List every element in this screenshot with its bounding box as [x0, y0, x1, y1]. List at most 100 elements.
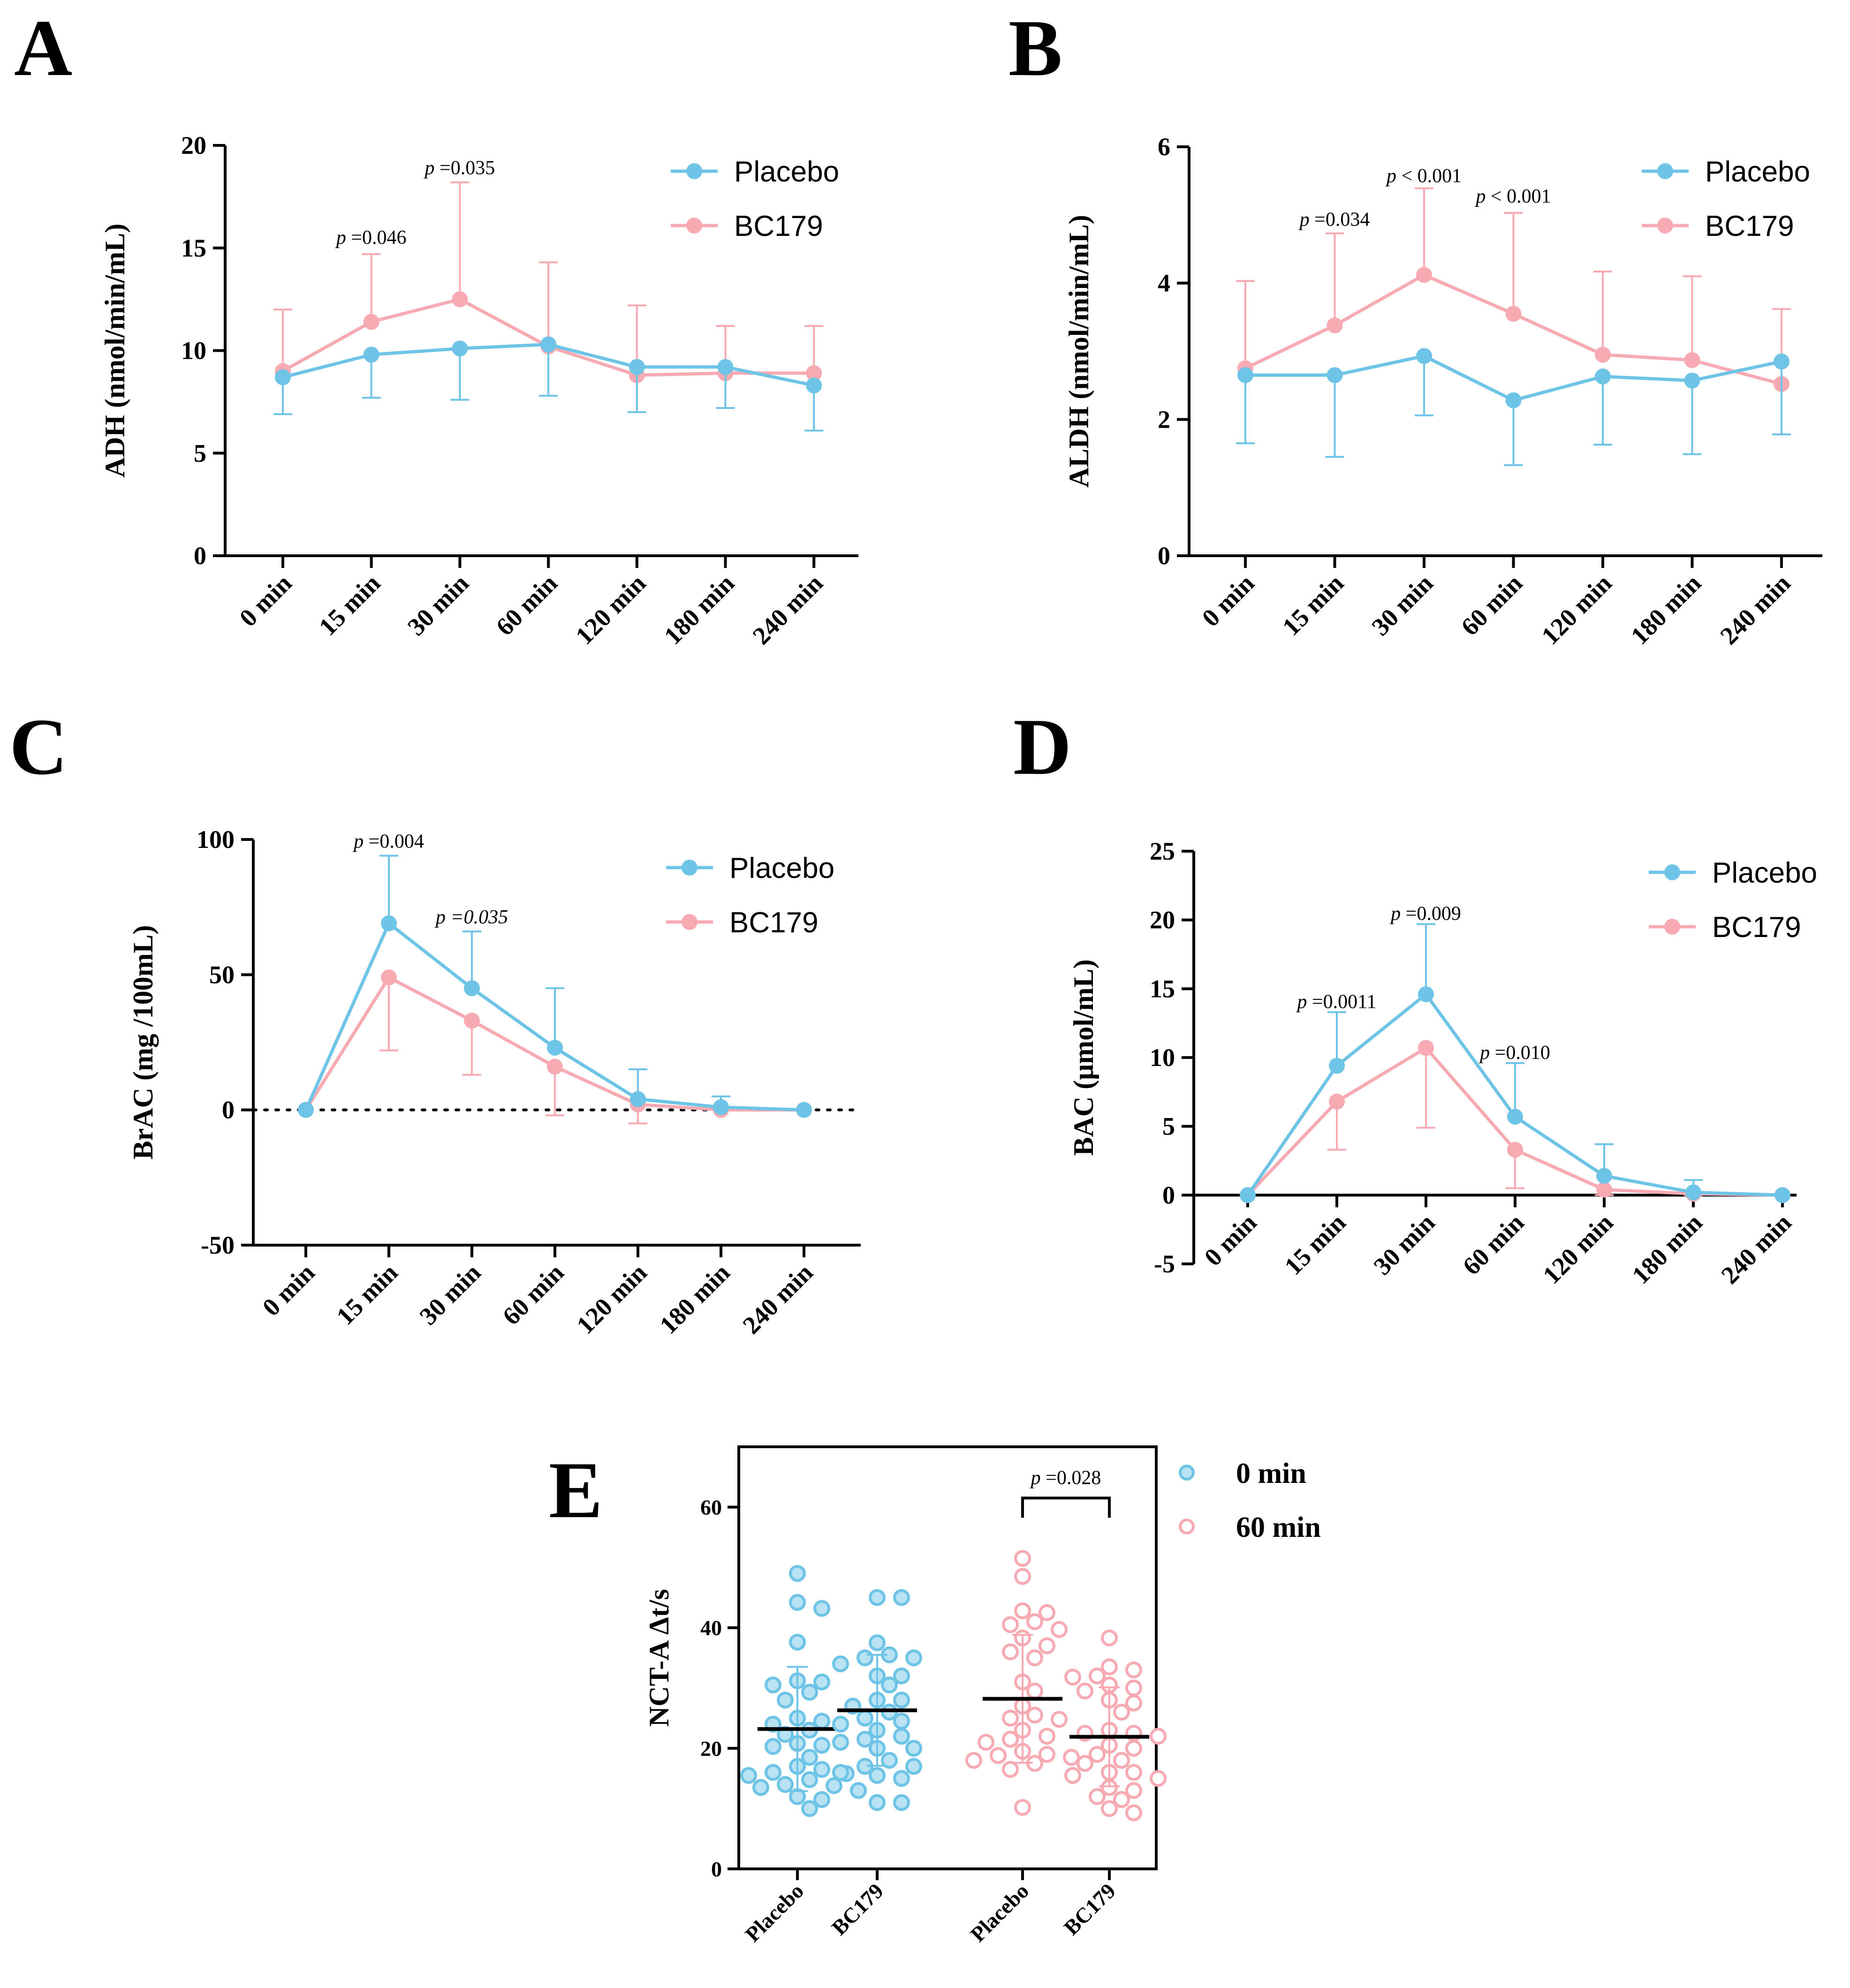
legend-marker [1664, 864, 1680, 880]
data-point [1418, 1040, 1434, 1056]
data-point [893, 1692, 910, 1708]
data-point [1089, 1788, 1106, 1805]
y-axis-label: BAC (μmol/mL) [1068, 960, 1099, 1156]
data-point [813, 1673, 830, 1691]
data-point [796, 1102, 812, 1118]
x-tick-label: 180 min [654, 1258, 735, 1339]
data-point [1002, 1709, 1019, 1727]
data-point [1774, 353, 1789, 370]
x-tick-label: Placebo [741, 1879, 808, 1946]
data-point [813, 1600, 830, 1617]
legend-marker [1657, 218, 1673, 234]
data-point [965, 1752, 982, 1769]
x-tick-label: 15 min [1279, 1208, 1351, 1280]
x-tick-label: 120 min [1538, 1208, 1619, 1289]
data-point [801, 1800, 818, 1817]
data-point [801, 1771, 818, 1788]
series-placebo [1240, 923, 1790, 1203]
p-value-annotation: p =0.046 [335, 227, 407, 249]
data-point [1064, 1669, 1081, 1686]
panel-label-e: E [549, 1446, 603, 1535]
y-tick-label: 5 [1162, 1112, 1175, 1141]
x-tick-label: 240 min [1716, 1208, 1797, 1289]
x-tick-label: 60 min [1456, 569, 1528, 641]
data-point [1026, 1707, 1043, 1724]
y-tick-label: 20 [1150, 906, 1175, 934]
x-tick-label: 240 min [747, 569, 828, 650]
data-point [1014, 1799, 1031, 1816]
y-tick-label: 0 [1158, 542, 1170, 570]
y-tick-label: 2 [1158, 405, 1170, 433]
data-point [547, 1040, 563, 1056]
data-point [275, 369, 291, 386]
data-point [789, 1633, 806, 1651]
panel-a-chart: 0 5 10 15 20 0 min 15 min 30 min 60 min 120 min 18… [99, 131, 858, 650]
data-point [832, 1764, 849, 1781]
data-point [978, 1734, 994, 1751]
data-point [1125, 1782, 1142, 1799]
data-point [1051, 1621, 1068, 1638]
group-2 [832, 1589, 922, 1811]
data-point [1064, 1767, 1081, 1784]
data-point [1077, 1755, 1093, 1772]
panel-c-chart: -50 0 50 100 0 min 15 min 30 min 60 min 120 min 1… [128, 825, 862, 1339]
data-point [869, 1767, 886, 1784]
group-3 [965, 1550, 1080, 1816]
data-point [801, 1684, 818, 1701]
data-point [857, 1709, 873, 1727]
data-point [464, 1013, 480, 1029]
legend-marker [1664, 919, 1680, 935]
y-tick-label: 15 [1150, 975, 1175, 1003]
data-point [881, 1676, 898, 1693]
series-bc179 [1236, 187, 1791, 392]
data-point [789, 1565, 806, 1582]
x-tick-label: 240 min [1715, 569, 1796, 650]
series-placebo [1236, 348, 1791, 466]
data-point [629, 359, 645, 375]
data-point [1077, 1682, 1093, 1700]
y-tick-label: 20 [700, 1737, 722, 1761]
data-point [905, 1758, 922, 1775]
panel-e-chart: 0 20 40 60 NCT-A Δt/s Placebo BC179 Placebo BC17… [644, 1445, 1321, 1946]
data-point [806, 365, 822, 381]
data-point [1002, 1761, 1019, 1778]
p-value-annotation: p < 0.001 [1474, 186, 1551, 207]
data-point [547, 1058, 563, 1075]
p-value-annotation: p =0.035 [434, 907, 508, 928]
panel-label-b: B [1008, 4, 1062, 93]
data-point [452, 291, 468, 308]
y-tick-label: 0 [1162, 1181, 1175, 1209]
x-tick-label: 15 min [313, 569, 386, 641]
panel-label-d: D [1013, 703, 1071, 792]
x-tick-label: 240 min [737, 1258, 819, 1339]
y-tick-label: 25 [1150, 837, 1175, 865]
data-point [881, 1752, 898, 1769]
p-value-annotation: p =0.010 [1478, 1042, 1550, 1064]
data-point [1507, 1141, 1523, 1158]
data-point [1063, 1749, 1080, 1766]
data-point [1039, 1604, 1055, 1621]
data-point [857, 1649, 873, 1666]
legend-label: BC179 [734, 210, 823, 242]
group-1 [740, 1565, 867, 1817]
data-point [1685, 1184, 1701, 1201]
x-tick-label: 30 min [414, 1258, 486, 1330]
y-tick-label: 15 [181, 234, 206, 262]
x-tick-label: 180 min [1627, 1208, 1708, 1289]
panel-label-c: C [9, 703, 68, 792]
y-tick-label: 50 [209, 960, 235, 989]
data-point [1089, 1746, 1106, 1763]
data-point [1150, 1728, 1167, 1745]
data-point [381, 915, 397, 931]
data-point [869, 1589, 886, 1606]
legend-marker [682, 860, 698, 876]
y-tick-label: -50 [201, 1231, 235, 1259]
legend-label: 0 min [1236, 1458, 1306, 1489]
y-tick-label: 0 [711, 1857, 722, 1881]
data-point [826, 1777, 842, 1794]
data-point [1684, 352, 1700, 368]
data-point [869, 1794, 886, 1811]
data-point [1416, 348, 1432, 364]
legend-label: BC179 [1705, 210, 1794, 242]
